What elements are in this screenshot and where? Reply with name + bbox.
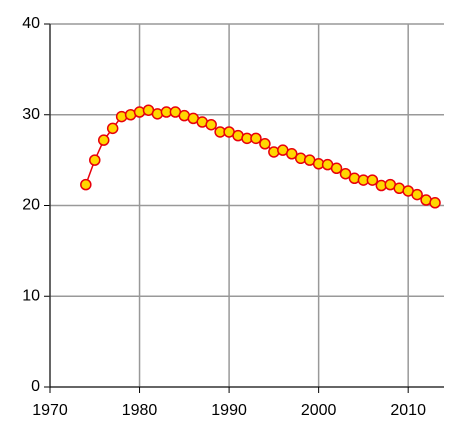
marker <box>80 178 92 191</box>
x-tick-label: 1990 <box>211 402 247 419</box>
y-tick-label: 10 <box>22 287 40 304</box>
y-tick-label: 30 <box>22 106 40 123</box>
marker <box>411 188 423 201</box>
x-tick-label: 1980 <box>122 402 158 419</box>
marker <box>339 167 352 180</box>
x-tick-label: 1970 <box>32 402 68 419</box>
x-tick-label: 2000 <box>301 402 337 419</box>
marker <box>106 122 119 135</box>
marker <box>97 134 110 146</box>
y-tick-label: 40 <box>22 15 40 32</box>
marker <box>250 132 262 145</box>
marker <box>429 197 441 209</box>
y-tick-label: 20 <box>22 197 40 214</box>
marker <box>89 154 101 166</box>
marker <box>205 118 217 131</box>
marker <box>259 138 271 150</box>
marker <box>330 162 343 175</box>
x-tick-label: 2010 <box>390 402 426 419</box>
marker <box>286 148 298 160</box>
marker <box>366 174 379 186</box>
y-tick-label: 0 <box>31 378 40 395</box>
